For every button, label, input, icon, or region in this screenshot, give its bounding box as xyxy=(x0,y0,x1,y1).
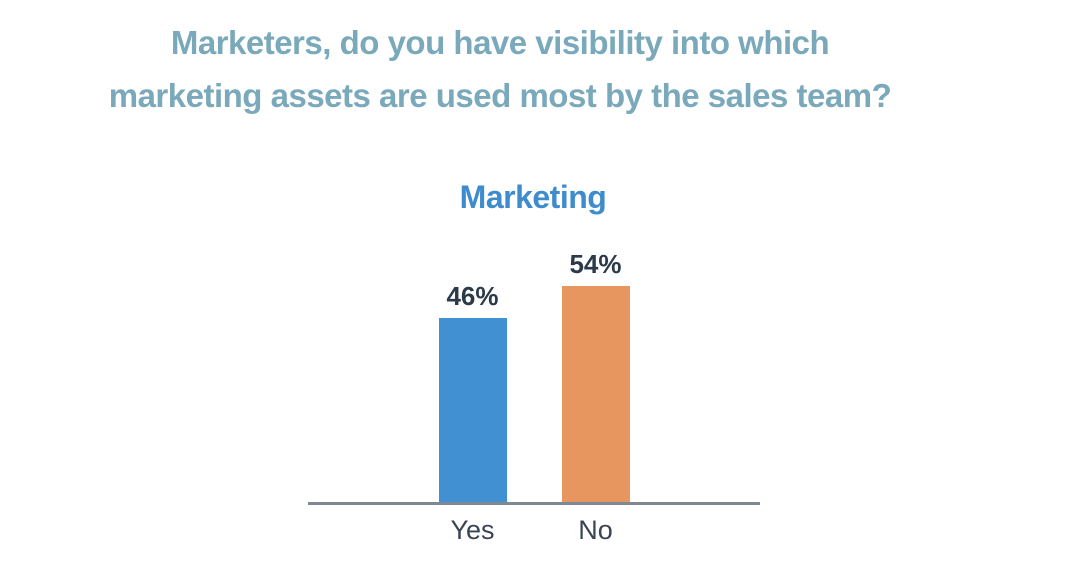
chart-title: Marketing xyxy=(459,179,607,215)
bar-value-label-no: 54% xyxy=(569,249,622,279)
survey-question-title: Marketers, do you have visibility into w… xyxy=(0,16,1000,122)
x-axis-line xyxy=(308,502,760,505)
bar-column-no: 54% xyxy=(561,249,630,502)
category-label-no: No xyxy=(578,515,613,545)
bars-container: 46% 54% xyxy=(308,249,760,502)
bar-yes xyxy=(438,318,507,502)
bar-value-label-yes: 46% xyxy=(446,281,499,311)
bar-chart-plot-area: 46% 54% xyxy=(308,249,760,502)
x-axis-category-labels: Yes No xyxy=(308,515,760,546)
bar-no xyxy=(561,286,630,502)
survey-question-title-line2: marketing assets are used most by the sa… xyxy=(108,77,892,114)
survey-question-title-line1: Marketers, do you have visibility into w… xyxy=(170,24,830,61)
bar-column-yes: 46% xyxy=(438,281,507,502)
category-label-yes: Yes xyxy=(450,515,495,545)
